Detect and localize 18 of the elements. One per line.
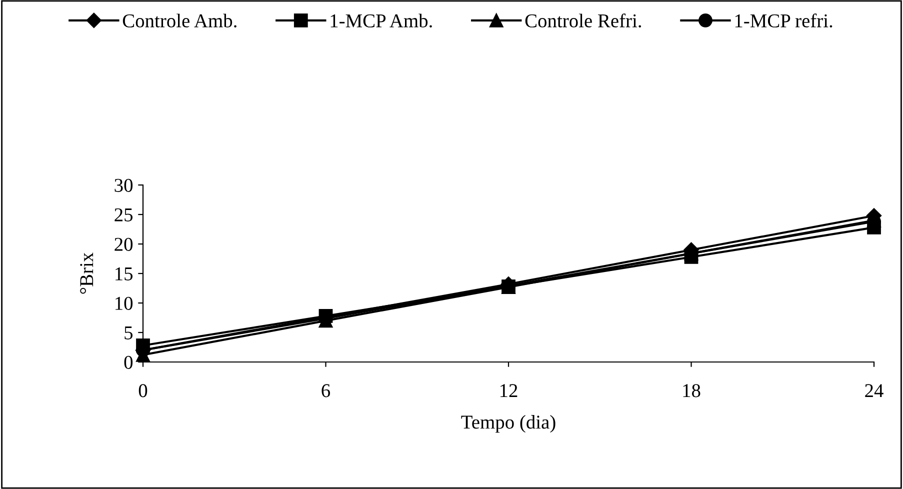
y-axis-title: °Brix xyxy=(80,252,94,294)
y-tick-label: 5 xyxy=(124,326,133,340)
y-tick-label: 30 xyxy=(114,178,133,192)
x-tick-label: 12 xyxy=(500,384,518,398)
x-axis-title: Tempo (dia) xyxy=(461,415,556,433)
y-tick-label: 20 xyxy=(114,238,133,251)
legend-label: 1-MCP Amb. xyxy=(330,14,432,28)
x-tick-label: 24 xyxy=(865,384,884,398)
legend-label: Controle Amb. xyxy=(122,14,236,28)
x-tick-label: 6 xyxy=(322,384,330,398)
legend-label: Controle Refri. xyxy=(525,14,641,28)
legend-label: 1-MCP refri. xyxy=(735,14,832,28)
x-tick-label: 18 xyxy=(683,384,700,398)
y-tick-label: 0 xyxy=(124,356,133,369)
y-tick-label: 15 xyxy=(116,267,133,280)
x-tick-label: 0 xyxy=(138,384,148,398)
y-tick-label: 25 xyxy=(114,208,133,222)
y-tick-label: 10 xyxy=(116,296,133,310)
